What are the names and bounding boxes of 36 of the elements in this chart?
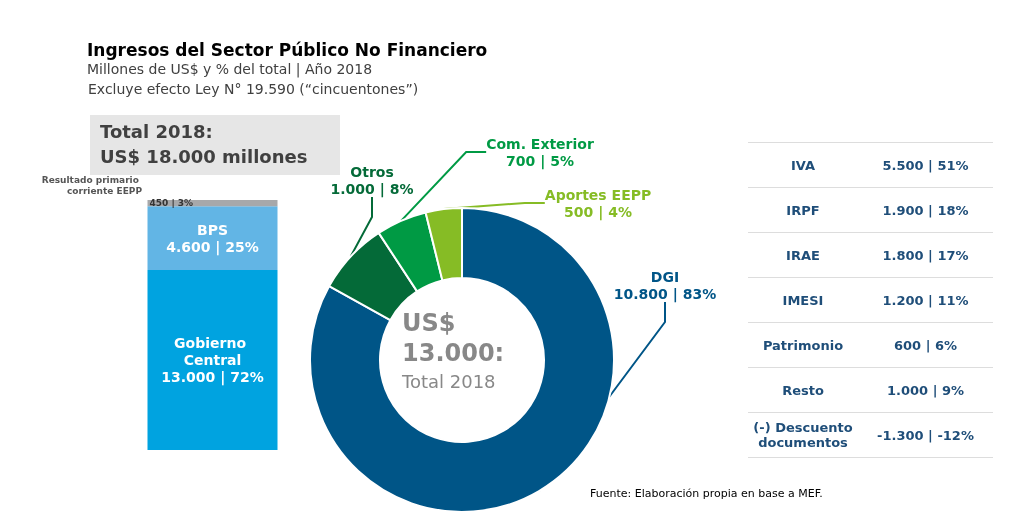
data-label: 4.600 | 25% — [166, 238, 259, 256]
slice-label: Com. Exterior — [486, 135, 594, 152]
data-label: 10.800 | 83% — [613, 285, 717, 303]
data-label: 1.000 | 8% — [330, 180, 414, 198]
data-label: 700 | 5% — [506, 152, 574, 170]
data-label: 450 | 3% — [149, 198, 194, 209]
text: 1.900 | 18% — [881, 202, 970, 218]
text: US$ 18.000 millones — [100, 145, 308, 167]
slice-label: Aportes EEPP — [544, 186, 652, 203]
text: (-) Descuento documentos — [752, 420, 854, 450]
text: Total 2018: — [100, 120, 213, 142]
text: IRPF — [785, 202, 821, 218]
text: Excluye efecto Ley N° 19.590 (“cincuentones”) — [88, 81, 419, 97]
text: IMESI — [781, 292, 825, 308]
slice-label: Otros — [350, 163, 394, 180]
text: 1.000 | 9% — [886, 382, 965, 398]
text: -1.300 | -12% — [876, 427, 975, 443]
chart-title: Ingresos del Sector Público No Financiero — [87, 39, 488, 60]
data-label: 500 | 4% — [564, 203, 632, 221]
source-note: Fuente: Elaboración propia en base a MEF. — [590, 487, 823, 500]
text: Total 2018 — [401, 370, 496, 392]
text: IRAE — [785, 247, 821, 263]
series-label: BPS — [196, 221, 229, 238]
data-label: 13.000 | 72% — [161, 368, 264, 386]
chart-subtitle: Millones de US$ y % del total | Año 2018 — [87, 61, 373, 78]
text: Patrimonio — [761, 337, 845, 353]
text: IVA — [789, 157, 817, 173]
series-label: Resultado primario corriente EEPP — [41, 174, 143, 196]
series-label: Gobierno Central — [174, 334, 251, 368]
slice-label: DGI — [650, 268, 680, 285]
text: 1.800 | 17% — [881, 247, 970, 263]
text: 1.200 | 11% — [881, 292, 970, 308]
text: Resto — [781, 382, 825, 398]
text: 5.500 | 51% — [881, 157, 970, 173]
text: 600 | 6% — [893, 337, 958, 353]
text: US$ 13.000: — [402, 309, 505, 367]
